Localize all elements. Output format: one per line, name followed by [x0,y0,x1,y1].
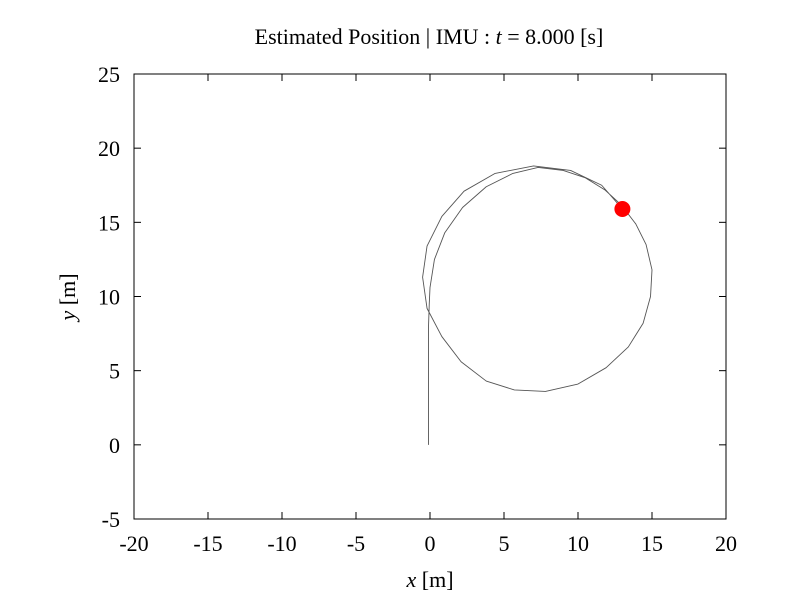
y-tick-label: 0 [109,433,120,458]
marker-layer [614,200,631,217]
y-tick-labels: -5 0 5 10 15 20 25 [98,62,120,532]
y-tick-label: -5 [102,507,120,532]
x-tick-label: -5 [347,531,365,556]
x-tick-label: 15 [641,531,663,556]
trajectory-line [422,165,653,445]
x-tick-label: 0 [425,531,436,556]
x-tick-label: -15 [193,531,222,556]
x-tick-label: -20 [119,531,148,556]
y-axis-unit: [m] [55,273,80,310]
current-position-marker [614,200,631,217]
title-suffix: = 8.000 [s] [502,24,604,49]
tick-marks [133,73,727,520]
x-tick-label: -10 [267,531,296,556]
y-tick-label: 20 [98,136,120,161]
x-tick-label: 5 [499,531,510,556]
x-axis-variable: x [405,567,416,592]
title-variable: t [496,24,503,49]
y-tick-label: 15 [98,210,120,235]
x-tick-labels: -20 -15 -10 -5 0 5 10 15 20 [119,531,737,556]
y-axis-label: y [m] [55,273,80,322]
series-layer [422,165,653,445]
y-tick-label: 10 [98,285,120,310]
x-axis-unit: [m] [416,567,453,592]
y-tick-label: 25 [98,62,120,87]
x-tick-label: 10 [567,531,589,556]
x-axis-label: x [m] [405,567,453,592]
y-tick-label: 5 [109,359,120,384]
y-axis-variable: y [55,311,80,323]
chart-title: Estimated Position | IMU : t = 8.000 [s] [255,24,604,49]
x-tick-label: 20 [715,531,737,556]
title-prefix: Estimated Position | IMU : [255,24,496,49]
